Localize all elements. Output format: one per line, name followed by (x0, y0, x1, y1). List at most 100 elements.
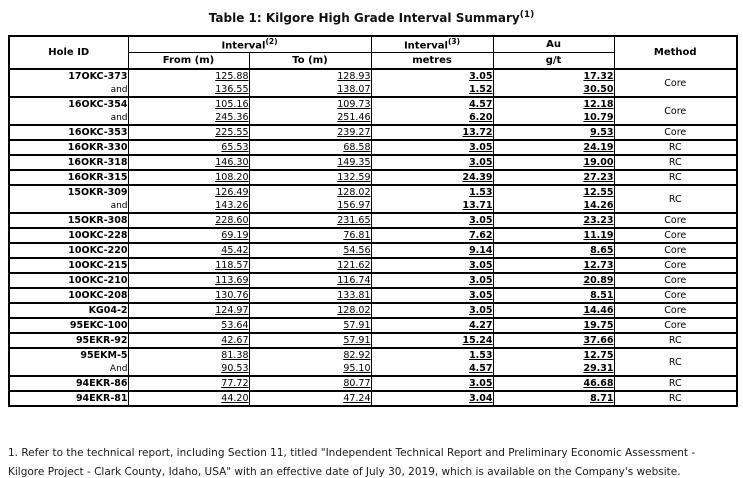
method-cell: Core (613, 288, 738, 303)
header-interval-3-superscript: (3) (447, 37, 461, 47)
from-cell: 45.42 (127, 243, 250, 258)
header-hole-id: Hole ID (8, 36, 129, 69)
from-cell: 124.97 (127, 303, 250, 318)
from-cell: 146.30 (127, 155, 250, 170)
interval-cell: 3.05 (370, 213, 494, 228)
hole-group: 16OKR-315 108.20 132.59 24.39 27.23 RC (8, 170, 738, 185)
method-cell: RC (613, 170, 738, 185)
interval-cell: 3.04 (370, 391, 494, 406)
method-cell: RC (613, 185, 738, 213)
interval-cell: 3.05 (370, 273, 494, 288)
hole-id-cell: 10OKC-215 (8, 258, 129, 273)
interval-cell: 13.71 (370, 199, 494, 213)
header-from: From (m) (127, 52, 250, 69)
from-cell: 118.57 (127, 258, 250, 273)
hole-id-cell: 15OKR-309 (8, 185, 129, 199)
hole-id-cell: 16OKR-330 (8, 140, 129, 155)
table-row: KG04-2 124.97 128.02 3.05 14.46 Core (8, 303, 738, 318)
to-cell: 76.81 (248, 228, 372, 243)
to-cell: 80.77 (248, 376, 372, 391)
interval-cell: 1.53 (370, 348, 494, 362)
interval-cell: 4.57 (370, 362, 494, 376)
au-cell: 14.46 (492, 303, 615, 318)
interval-cell: 1.53 (370, 185, 494, 199)
header-interval-3: Interval(3) (370, 36, 494, 53)
hole-id-cell: KG04-2 (8, 303, 129, 318)
from-cell: 126.49 (127, 185, 250, 199)
to-cell: 231.65 (248, 213, 372, 228)
to-cell: 68.58 (248, 140, 372, 155)
au-cell: 11.19 (492, 228, 615, 243)
hole-id-cell: and (8, 199, 129, 213)
from-cell: 44.20 (127, 391, 250, 406)
table-row: 16OKR-315 108.20 132.59 24.39 27.23 RC (8, 170, 738, 185)
table-row: And 90.53 95.10 4.57 29.31 (8, 362, 737, 376)
interval-cell: 3.05 (370, 69, 494, 83)
from-cell: 53.64 (127, 318, 250, 333)
table-row: 16OKR-318 146.30 149.35 3.05 19.00 RC (8, 155, 738, 170)
to-cell: 116.74 (248, 273, 372, 288)
header-to: To (m) (248, 52, 372, 69)
hole-id-cell: 94EKR-81 (8, 391, 129, 406)
hole-group: 10OKC-220 45.42 54.56 9.14 8.65 Core (8, 243, 738, 258)
au-cell: 12.73 (492, 258, 615, 273)
au-cell: 27.23 (492, 170, 615, 185)
hole-group: 16OKR-330 65.53 68.58 3.05 24.19 RC (8, 140, 738, 155)
interval-cell: 3.05 (370, 155, 494, 170)
hole-id-cell: 16OKR-315 (8, 170, 129, 185)
au-cell: 20.89 (492, 273, 615, 288)
from-cell: 143.26 (127, 199, 250, 213)
from-cell: 225.55 (127, 125, 250, 140)
from-cell: 90.53 (127, 362, 250, 376)
interval-cell: 3.05 (370, 376, 494, 391)
hole-group: 15OKR-309 126.49 128.02 1.53 12.55 RC and 143.2… (8, 185, 738, 213)
from-cell: 42.67 (127, 333, 250, 348)
hole-id-cell: 15OKR-308 (8, 213, 129, 228)
table-row: 10OKC-228 69.19 76.81 7.62 11.19 Core (8, 228, 738, 243)
header-row-top: Hole ID Interval(2) Interval(3) Au Metho… (8, 36, 738, 69)
header-interval-2-superscript: (2) (265, 37, 278, 47)
au-cell: 8.71 (492, 391, 615, 406)
table-header: Hole ID Interval(2) Interval(3) Au Metho… (8, 36, 738, 69)
au-cell: 29.31 (492, 362, 615, 376)
to-cell: 128.02 (248, 185, 372, 199)
hole-group: 16OKC-354 105.16 109.73 4.57 12.18 Core and 245… (8, 97, 738, 125)
table-row: 95EKC-100 53.64 57.91 4.27 19.75 Core (8, 318, 738, 333)
to-cell: 239.27 (248, 125, 372, 140)
method-cell: Core (613, 97, 738, 125)
table-row: 15OKR-309 126.49 128.02 1.53 12.55 RC (8, 185, 738, 213)
interval-table: Hole ID Interval(2) Interval(3) Au Metho… (8, 35, 739, 407)
from-cell: 228.60 (127, 213, 250, 228)
hole-id-cell: 94EKR-86 (8, 376, 129, 391)
hole-group: 10OKC-210 113.69 116.74 3.05 20.89 Core (8, 273, 738, 288)
table-row: 10OKC-215 118.57 121.62 3.05 12.73 Core (8, 258, 738, 273)
interval-cell: 3.05 (370, 303, 494, 318)
method-cell: Core (613, 228, 738, 243)
au-cell: 46.68 (492, 376, 615, 391)
hole-group: 16OKC-353 225.55 239.27 13.72 9.53 Core (8, 125, 738, 140)
au-cell: 23.23 (492, 213, 615, 228)
au-cell: 24.19 (492, 140, 615, 155)
from-cell: 125.88 (127, 69, 250, 83)
to-cell: 251.46 (248, 111, 372, 125)
interval-cell: 4.27 (370, 318, 494, 333)
hole-group: 10OKC-208 130.76 133.81 3.05 8.51 Core (8, 288, 738, 303)
method-cell: Core (613, 303, 738, 318)
to-cell: 156.97 (248, 199, 372, 213)
header-interval-2: Interval(2) (127, 36, 372, 53)
interval-cell: 24.39 (370, 170, 494, 185)
hole-group: 10OKC-215 118.57 121.62 3.05 12.73 Core (8, 258, 738, 273)
from-cell: 108.20 (127, 170, 250, 185)
table-row: 94EKR-81 44.20 47.24 3.04 8.71 RC (8, 391, 738, 406)
footnote-1: 1. Refer to the technical report, includ… (8, 447, 696, 478)
to-cell: 57.91 (248, 318, 372, 333)
hole-group: 16OKR-318 146.30 149.35 3.05 19.00 RC (8, 155, 738, 170)
interval-cell: 1.52 (370, 83, 494, 97)
header-row-sub: From (m) To (m) metres g/t (9, 52, 737, 69)
header-interval-3-text: Interval (403, 40, 448, 52)
interval-cell: 3.05 (370, 288, 494, 303)
from-cell: 245.36 (127, 111, 250, 125)
hole-id-cell: 17OKC-373 (8, 69, 129, 83)
table-row: 10OKC-208 130.76 133.81 3.05 8.51 Core (8, 288, 738, 303)
page-title: Table 1: Kilgore High Grade Interval Sum… (0, 0, 743, 25)
